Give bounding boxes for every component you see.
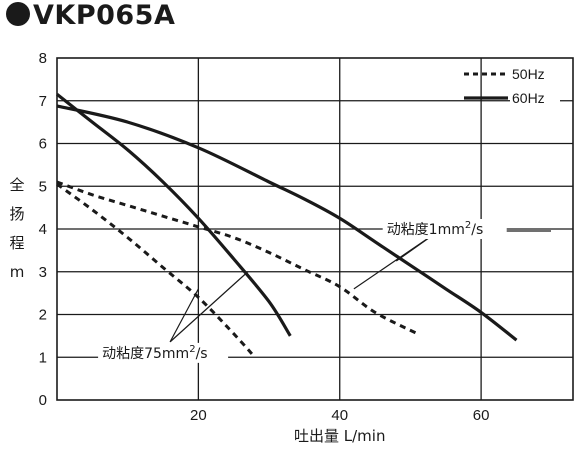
annotations: 动粘度1mm2/s 动粘度75mm2/s (98, 219, 551, 363)
y-tick-label: 4 (39, 221, 47, 238)
y-tick-label: 1 (39, 349, 47, 366)
annotation-background (382, 219, 507, 239)
series-line-50hz-1mm2-s (56, 180, 419, 336)
x-tick-label: 20 (190, 407, 207, 424)
legend-background (510, 64, 560, 84)
series-line-50hz-75mm2-s (56, 182, 257, 359)
annotation-background (98, 342, 229, 363)
x-tick-label: 60 (473, 407, 490, 424)
curves (56, 93, 518, 359)
annotation-label: 动粘度1mm2/s (387, 220, 484, 238)
y-axis-label-char: 程 (9, 234, 24, 252)
x-tick-label: 40 (331, 407, 348, 424)
y-tick-label: 8 (39, 50, 47, 67)
y-tick-label: 7 (39, 93, 47, 110)
y-tick-label: 5 (39, 178, 47, 195)
legend-background (510, 88, 560, 108)
plot-frame (56, 57, 574, 401)
y-tick-label: 0 (39, 392, 47, 409)
legend: 50Hz 60Hz (464, 64, 560, 108)
legend-label-60hz: 60Hz (512, 90, 545, 106)
y-tick-label: 3 (39, 264, 47, 281)
y-axis-label-char: m (10, 263, 25, 281)
chart-title: VKP065A (6, 0, 175, 31)
annotation-pointer (169, 271, 249, 343)
annotation-pointer (169, 288, 199, 343)
tick-labels: 0 1 2 3 4 5 6 7 8 20 40 60 (39, 50, 490, 424)
x-axis-label: 吐出量 L/min (294, 427, 385, 445)
y-tick-label: 2 (39, 307, 47, 324)
y-axis-label-char: 扬 (9, 205, 24, 223)
series-line-60hz-75mm2-s (56, 93, 292, 337)
y-tick-label: 6 (39, 136, 47, 153)
series-line-60hz-1mm2-s (56, 104, 518, 342)
y-axis-label-char: 全 (9, 176, 24, 194)
legend-label-50hz: 50Hz (512, 66, 545, 82)
chart-title-text: VKP065A (33, 0, 176, 31)
bullet-icon (6, 2, 30, 26)
annotation-label: 动粘度75mm2/s (102, 344, 207, 362)
